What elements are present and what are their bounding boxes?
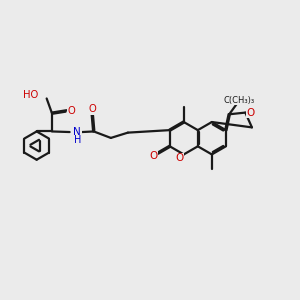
Text: O: O bbox=[68, 106, 76, 116]
Text: O: O bbox=[88, 104, 96, 114]
Text: HO: HO bbox=[23, 90, 38, 100]
Text: C(CH₃)₃: C(CH₃)₃ bbox=[223, 96, 254, 105]
Text: N: N bbox=[74, 127, 81, 137]
Text: O: O bbox=[149, 151, 158, 161]
Text: O: O bbox=[247, 108, 255, 118]
Text: O: O bbox=[175, 153, 184, 163]
Text: H: H bbox=[74, 135, 81, 145]
